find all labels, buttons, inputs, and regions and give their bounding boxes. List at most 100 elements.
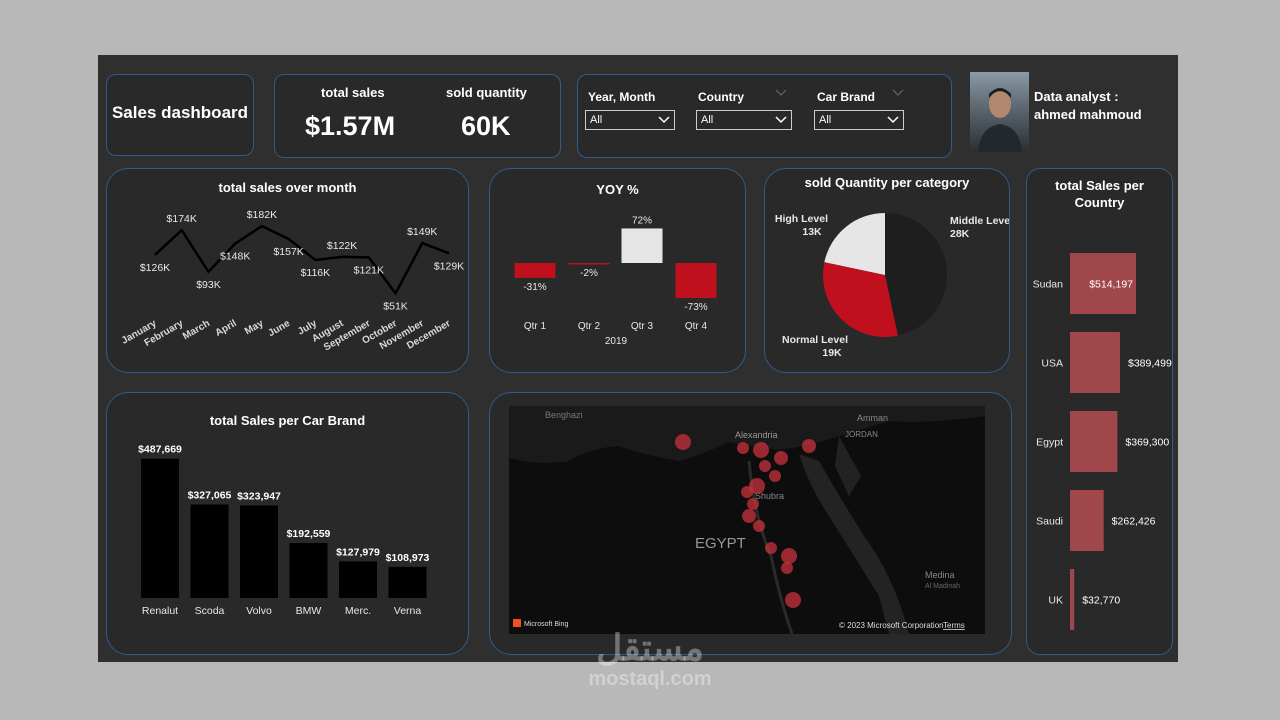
data-label: $327,065 <box>188 490 232 502</box>
map-terms-link[interactable]: Terms <box>943 621 965 630</box>
person-photo-icon <box>978 88 1022 152</box>
sold-quantity-value: 60K <box>461 111 511 141</box>
x-tick-label: Volvo <box>246 605 272 617</box>
slicer-car-brand-value: All <box>819 114 832 126</box>
data-label: $93K <box>196 279 221 291</box>
x-tick-label: March <box>181 318 212 342</box>
data-label: $127,979 <box>336 546 380 558</box>
map-bubble <box>769 470 781 482</box>
x-tick-label: May <box>243 318 266 337</box>
country-bar <box>1070 253 1136 314</box>
country-sales-card: total Sales per Country Sudan $514,197 USA… <box>1026 168 1173 655</box>
data-label: $51K <box>383 300 408 312</box>
slicer-car-brand-dropdown[interactable]: All <box>814 110 904 130</box>
bing-logo-icon <box>513 619 521 627</box>
data-label: $369,300 <box>1125 437 1169 449</box>
total-sales-value: $1.57M <box>305 111 396 141</box>
data-label: 72% <box>632 215 652 226</box>
clear-filter-icon[interactable] <box>892 89 904 97</box>
pie-slice <box>824 213 885 275</box>
sales-over-month-chart: $126KJanuary$174KFebruary$93KMarch$148KA… <box>120 209 464 353</box>
map-label: EGYPT <box>695 535 746 552</box>
slicer-country-value: All <box>701 114 714 126</box>
brand-bar <box>289 542 328 598</box>
slicer-year-month-label: Year, Month <box>588 90 656 104</box>
y-tick-label: Saudi <box>1036 516 1063 528</box>
clear-filter-icon[interactable] <box>775 89 787 97</box>
x-tick-label: April <box>213 318 238 339</box>
brand-bar <box>339 561 377 598</box>
category-pie-title: sold Quantity per category <box>804 175 970 190</box>
yoy-bar <box>621 228 663 263</box>
map-bubble <box>753 520 765 532</box>
slicer-country-dropdown[interactable]: All <box>696 110 792 130</box>
x-tick-label: Qtr 1 <box>524 321 547 332</box>
sales-map[interactable]: Benghazi Alexandria JORDAN Amman Shubra … <box>509 406 985 634</box>
map-bubble <box>742 509 756 523</box>
map-bubble <box>785 592 801 608</box>
sales-over-month-title: total sales over month <box>218 180 357 195</box>
x-tick-label: Renalut <box>142 605 178 617</box>
slice-name-label: Normal Level <box>782 334 848 346</box>
x-tick-label: Verna <box>394 605 422 617</box>
x-tick-label: Qtr 3 <box>631 321 654 332</box>
x-tick-label: June <box>266 318 292 339</box>
data-label: $192,559 <box>287 528 331 540</box>
map-label: Alexandria <box>735 430 778 440</box>
data-label: $121K <box>354 264 384 276</box>
data-label: $122K <box>327 240 357 252</box>
brand-bar <box>388 566 427 598</box>
data-label: $148K <box>220 251 250 263</box>
slicer-year-month-value: All <box>590 114 603 126</box>
slice-name-label: High Level <box>775 213 828 225</box>
country-sales-title: total Sales per Country <box>1055 178 1144 210</box>
map-label: Al Madinah <box>925 583 960 590</box>
data-label: $157K <box>273 246 303 258</box>
map-bubble <box>781 562 793 574</box>
data-label: $262,426 <box>1112 516 1156 528</box>
watermark-latin: mostaql.com <box>588 668 712 690</box>
sales-line <box>154 224 450 296</box>
pie-slice <box>823 262 898 337</box>
map-label: Shubra <box>755 491 784 501</box>
data-label: -31% <box>523 282 546 293</box>
x-tick-label: BMW <box>296 605 322 617</box>
page-title: Sales dashboard <box>111 103 249 122</box>
y-tick-label: Egypt <box>1036 437 1063 449</box>
slice-value-label: 19K <box>822 347 842 359</box>
data-label: $389,499 <box>1128 358 1172 370</box>
map-bubble <box>774 451 788 465</box>
country-bar <box>1070 490 1104 551</box>
x-tick-label: Merc. <box>345 605 371 617</box>
analyst-title: Data analyst : <box>1034 89 1119 104</box>
total-sales-label: total sales <box>321 85 385 100</box>
sold-quantity-label: sold quantity <box>446 85 527 100</box>
sales-over-month-card: total sales over month $126K January $174K… <box>106 168 469 373</box>
map-label: Amman <box>857 413 888 423</box>
title-card: Sales dashboard <box>106 74 254 156</box>
brand-bar <box>141 458 179 598</box>
map-canvas: Benghazi Alexandria JORDAN Amman Shubra … <box>509 406 985 634</box>
avatar <box>970 72 1029 152</box>
map-bubble <box>753 442 769 458</box>
map-attribution: © 2023 Microsoft Corporation <box>839 621 944 630</box>
map-bubble <box>749 478 765 494</box>
watermark: مستقل mostaql.com <box>560 628 740 691</box>
map-bubble <box>741 486 753 498</box>
slicer-year-month-dropdown[interactable]: All <box>585 110 675 130</box>
map-bubble <box>759 460 771 472</box>
x-tick-label: Qtr 2 <box>578 321 601 332</box>
analyst-name: ahmed mahmoud <box>1034 107 1142 122</box>
map-label: JORDAN <box>845 430 878 439</box>
data-label: $182K <box>247 209 277 221</box>
data-label: -73% <box>684 302 707 313</box>
data-label: $323,947 <box>237 490 281 502</box>
data-label: $174K <box>167 213 197 225</box>
data-label: $514,197 <box>1089 279 1133 291</box>
slicer-card: Year, Month All Country All Car Brand Al… <box>577 74 952 158</box>
data-label: -2% <box>580 268 598 279</box>
data-label: $108,973 <box>386 552 430 564</box>
map-bubble <box>781 548 797 564</box>
slice-value-label: 13K <box>802 226 822 238</box>
data-label: $129K <box>434 260 464 272</box>
